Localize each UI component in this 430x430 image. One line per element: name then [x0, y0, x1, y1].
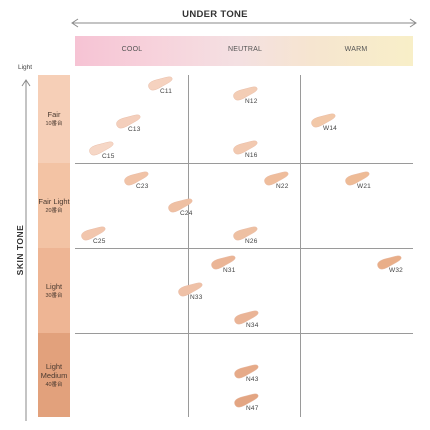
foundation-swatch [377, 255, 402, 270]
foundation-swatch [234, 364, 259, 379]
swatch-label: N34 [246, 322, 259, 329]
swatch-label: N12 [245, 98, 258, 105]
foundation-swatch [89, 141, 114, 156]
foundation-swatch [234, 393, 259, 408]
swatch-label: N31 [223, 267, 236, 274]
foundation-swatch [211, 255, 236, 270]
row-sublabel: 40番台 [45, 381, 63, 388]
foundation-swatch [233, 226, 258, 241]
foundation-swatch [311, 113, 336, 128]
row-sublabel: 20番台 [45, 207, 63, 214]
skin-tone-arrow [21, 79, 31, 421]
grid-line [188, 75, 189, 417]
foundation-swatch [233, 140, 258, 155]
swatch-label: C11 [160, 88, 173, 95]
column-label-neutral: NEUTRAL [227, 46, 263, 53]
grid-line [75, 163, 413, 164]
row-label: Light Medium [40, 361, 68, 380]
grid-line [300, 75, 301, 417]
foundation-swatch [81, 226, 106, 241]
light-label: Light [18, 64, 33, 71]
swatch-label: C15 [102, 153, 115, 160]
swatch-label: N43 [246, 376, 259, 383]
row-fair-light: Fair Light 20番台 [38, 163, 70, 248]
swatch-label: N16 [245, 152, 258, 159]
column-label-warm: WARM [344, 46, 368, 53]
grid-line [75, 333, 413, 334]
swatch-label: N22 [276, 183, 289, 190]
skin-tone-title: SKIN TONE [15, 224, 25, 276]
foundation-swatch [345, 171, 370, 186]
row-label: Fair Light [38, 196, 70, 206]
swatch-label: N26 [245, 238, 258, 245]
row-light-medium: Light Medium 40番台 [38, 333, 70, 417]
under-tone-gradient-band: COOL NEUTRAL WARM [75, 36, 413, 66]
swatch-label: W14 [323, 125, 337, 132]
swatch-label: C13 [128, 126, 141, 133]
swatch-label: N33 [190, 294, 203, 301]
foundation-swatch [264, 171, 289, 186]
swatch-label: W21 [357, 183, 371, 190]
swatch-label: N47 [246, 405, 259, 412]
under-tone-title: UNDER TONE [182, 9, 248, 20]
row-label: Light [45, 281, 63, 291]
row-label: Fair [47, 110, 61, 119]
swatch-label: C25 [93, 238, 106, 245]
foundation-swatch [233, 86, 258, 101]
foundation-swatch [148, 76, 173, 91]
under-tone-arrow [71, 18, 417, 28]
swatch-label: C24 [180, 210, 193, 217]
swatch-label: W32 [389, 267, 403, 274]
foundation-swatch [234, 310, 259, 325]
grid-line [75, 248, 413, 249]
column-label-cool: COOL [121, 46, 143, 53]
row-light: Light 30番台 [38, 248, 70, 333]
foundation-swatch [168, 198, 193, 213]
foundation-swatch [124, 171, 149, 186]
row-sublabel: 30番台 [45, 292, 63, 299]
row-fair: Fair 10番台 [38, 75, 70, 163]
foundation-swatch [116, 114, 141, 129]
foundation-swatch [178, 282, 203, 297]
swatch-label: C23 [136, 183, 149, 190]
row-sublabel: 10番台 [45, 121, 63, 127]
